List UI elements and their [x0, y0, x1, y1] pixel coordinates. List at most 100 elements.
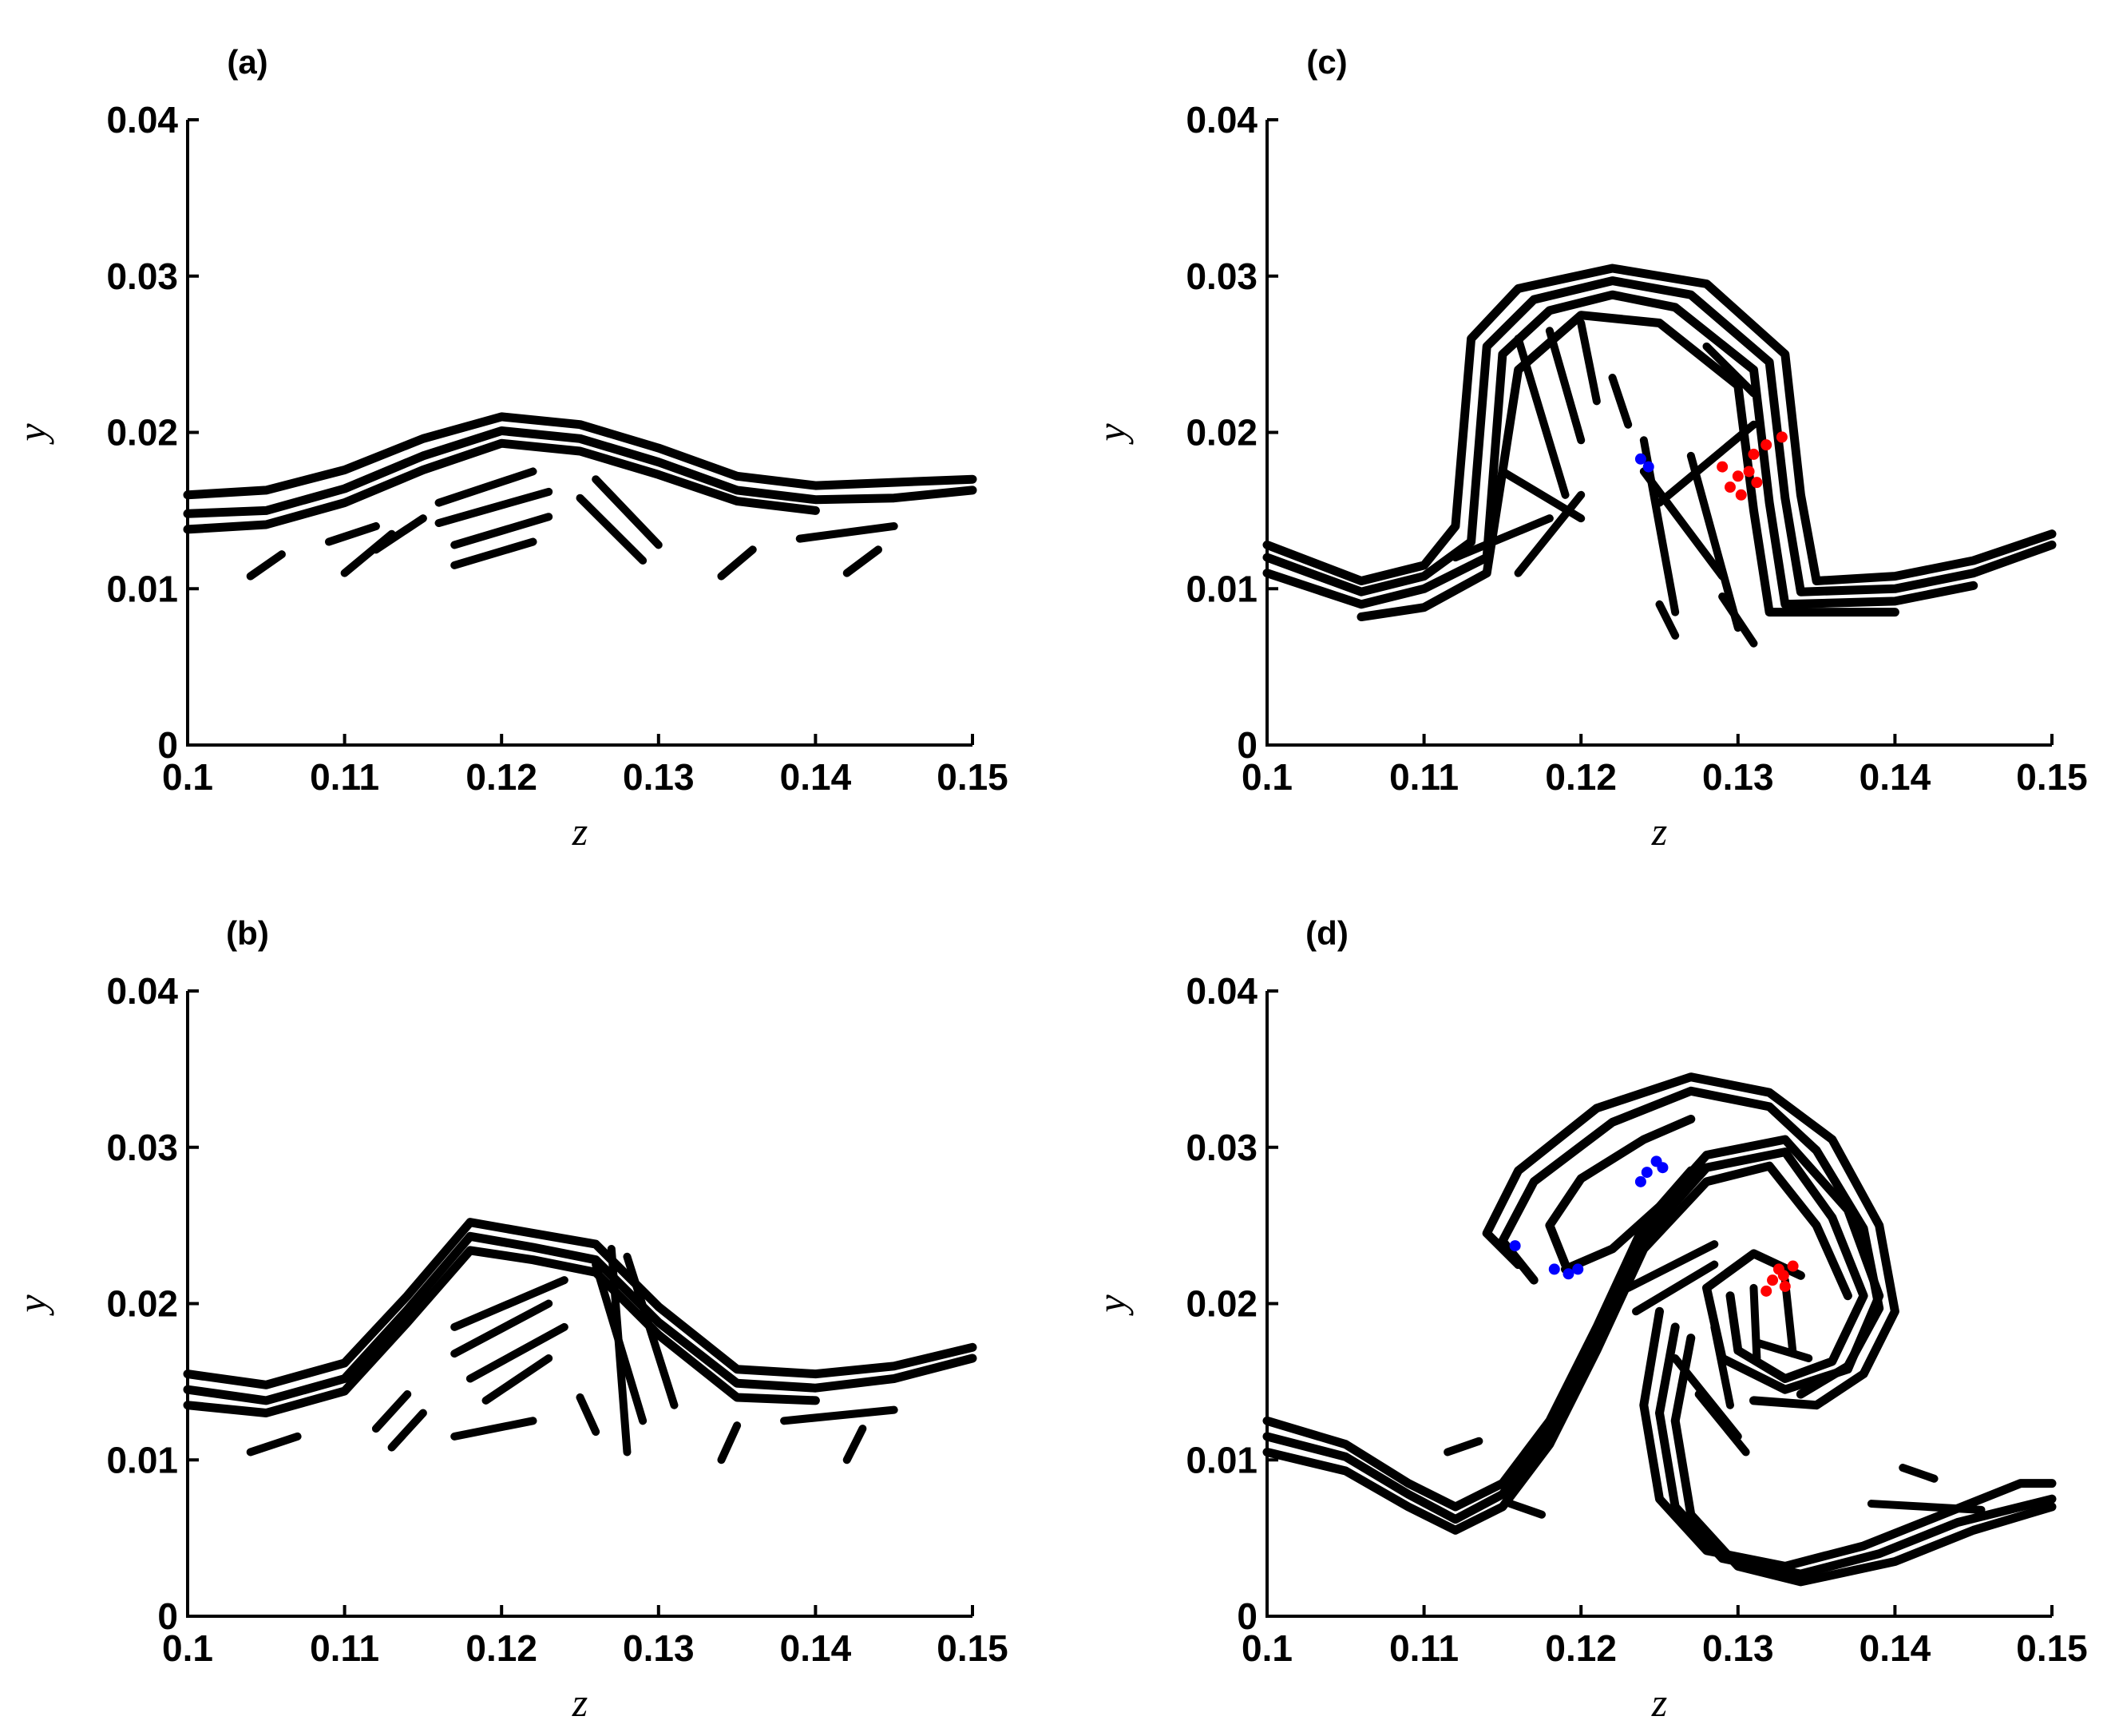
segment-b-4	[481, 1354, 553, 1405]
marker-c-2-2	[1642, 461, 1654, 473]
marker-d-1-5	[1779, 1280, 1791, 1292]
x-tick-label-c-1: 0.11	[1389, 756, 1459, 798]
marker-c-1-2	[1724, 482, 1736, 493]
segment-b-7	[592, 1260, 648, 1425]
curve-c-3	[1262, 290, 1978, 609]
marker-c-1-4	[1735, 489, 1747, 501]
segment-b-5	[450, 1417, 537, 1441]
segment-a-4	[450, 537, 537, 569]
y-tick-label-d-3: 0.03	[1186, 1127, 1258, 1168]
y-tick-label-b-4: 0.04	[106, 970, 178, 1012]
panel-d: 0.1 0.11 0.12 0.13 0.14 0.15 0 0.01 0.02 0.03 0.04…	[1089, 914, 2088, 1725]
segment-a-10	[795, 521, 898, 543]
x-tick-label-c-0: 0.1	[1242, 756, 1293, 798]
x-tick-label-a-0: 0.1	[162, 756, 213, 798]
segment-c-14	[1655, 600, 1680, 640]
y-tick-label-a-0: 0	[157, 724, 178, 766]
segment-c-5	[1451, 514, 1554, 562]
segment-a-6	[576, 493, 648, 565]
segment-a-8	[340, 529, 396, 577]
segment-d-11	[1867, 1500, 1986, 1514]
segment-b-11	[387, 1409, 427, 1452]
marker-d-2-6	[1641, 1167, 1653, 1179]
axes-frame-a	[186, 120, 972, 747]
y-axis-label-c: y	[1089, 423, 1134, 446]
x-tick-label-b-4: 0.14	[780, 1627, 852, 1669]
y-tick-label-c-4: 0.04	[1186, 99, 1258, 141]
x-axis-label-a: z	[572, 809, 588, 854]
y-tick-label-b-1: 0.01	[106, 1439, 178, 1480]
segment-a-5	[592, 475, 663, 549]
segment-b-1	[450, 1276, 568, 1331]
marker-d-1-6	[1787, 1260, 1799, 1272]
segment-c-3	[1577, 319, 1601, 406]
x-tick-label-a-2: 0.12	[465, 756, 537, 798]
curve-d-7	[1561, 1166, 1696, 1274]
segment-d-10	[1899, 1464, 1939, 1483]
y-axis-label-a: y	[10, 423, 54, 446]
segment-c-11	[1702, 342, 1758, 398]
segment-a-12	[246, 550, 286, 581]
marker-d-1-4	[1777, 1270, 1789, 1282]
segment-b-2	[450, 1299, 553, 1358]
marker-d-2-3	[1562, 1268, 1574, 1280]
segment-d-7	[1624, 1240, 1719, 1292]
segment-c-9	[1686, 451, 1742, 632]
y-tick-label-d-2: 0.02	[1186, 1283, 1258, 1325]
marker-c-1-7	[1748, 448, 1760, 460]
segment-b-12	[717, 1421, 742, 1465]
x-tick-label-d-2: 0.12	[1545, 1627, 1617, 1669]
x-tick-label-c-5: 0.15	[2016, 756, 2088, 798]
marker-c-1-1	[1717, 461, 1729, 473]
segment-d-4	[1749, 1283, 1761, 1363]
curve-d-9	[1655, 1322, 2057, 1579]
marker-d-2-8	[1657, 1162, 1669, 1174]
marker-d-1-1	[1761, 1285, 1772, 1297]
curve-b-1	[183, 1218, 977, 1389]
curve-a-3	[183, 438, 820, 534]
segment-a-9	[717, 545, 757, 581]
marker-d-1-2	[1767, 1274, 1779, 1286]
curve-d-3	[1262, 1161, 1852, 1535]
y-tick-label-a-4: 0.04	[106, 99, 178, 141]
segment-a-11	[842, 545, 883, 577]
segment-b-9	[576, 1393, 600, 1437]
y-tick-label-b-3: 0.03	[106, 1127, 178, 1168]
curve-d-8	[1639, 1306, 2057, 1571]
y-tick-label-d-4: 0.04	[1186, 970, 1258, 1012]
x-tick-label-c-4: 0.14	[1860, 756, 1931, 798]
segment-a-13	[324, 521, 380, 546]
y-tick-label-d-0: 0	[1237, 1595, 1258, 1637]
curve-a-1	[183, 412, 977, 500]
segment-b-10	[371, 1390, 412, 1433]
panel-a: 0.1 0.11 0.12 0.13 0.14 0.15 0 0.01 0.02 0.03 0.04…	[10, 43, 1008, 854]
marker-d-2-2	[1548, 1263, 1560, 1275]
segment-d-8	[1632, 1260, 1719, 1316]
y-tick-label-b-0: 0	[157, 1595, 178, 1637]
x-tick-label-d-1: 0.11	[1389, 1627, 1459, 1669]
segment-b-13	[780, 1405, 898, 1425]
y-tick-label-d-1: 0.01	[1186, 1439, 1258, 1480]
y-tick-label-a-1: 0.01	[106, 568, 178, 609]
segment-c-10	[1655, 420, 1758, 507]
segment-d-5	[1780, 1276, 1797, 1358]
marker-c-1-6	[1751, 477, 1763, 489]
y-tick-label-c-1: 0.01	[1186, 568, 1258, 609]
x-tick-label-b-5: 0.15	[937, 1627, 1008, 1669]
segment-c-13	[1718, 593, 1758, 648]
curve-b-2	[183, 1231, 977, 1405]
panel-c: 0.1 0.11 0.12 0.13 0.14 0.15 0 0.01 0.02 0.03 0.04…	[1089, 43, 2088, 854]
segment-d-3	[1694, 1390, 1750, 1457]
panel-label-d: (d)	[1305, 914, 1349, 952]
x-axis-label-d: z	[1651, 1680, 1667, 1725]
marker-d-2-1	[1509, 1240, 1521, 1252]
x-tick-label-a-1: 0.11	[310, 756, 379, 798]
segment-d-1	[1710, 1322, 1734, 1409]
segment-c-8	[1639, 467, 1727, 581]
panel-b: 0.1 0.11 0.12 0.13 0.14 0.15 0 0.01 0.02 0.03 0.04…	[10, 914, 1008, 1725]
segment-c-12	[1608, 373, 1633, 429]
x-tick-label-a-5: 0.15	[937, 756, 1008, 798]
segment-b-15	[246, 1432, 302, 1457]
segment-d-6	[1753, 1338, 1813, 1363]
